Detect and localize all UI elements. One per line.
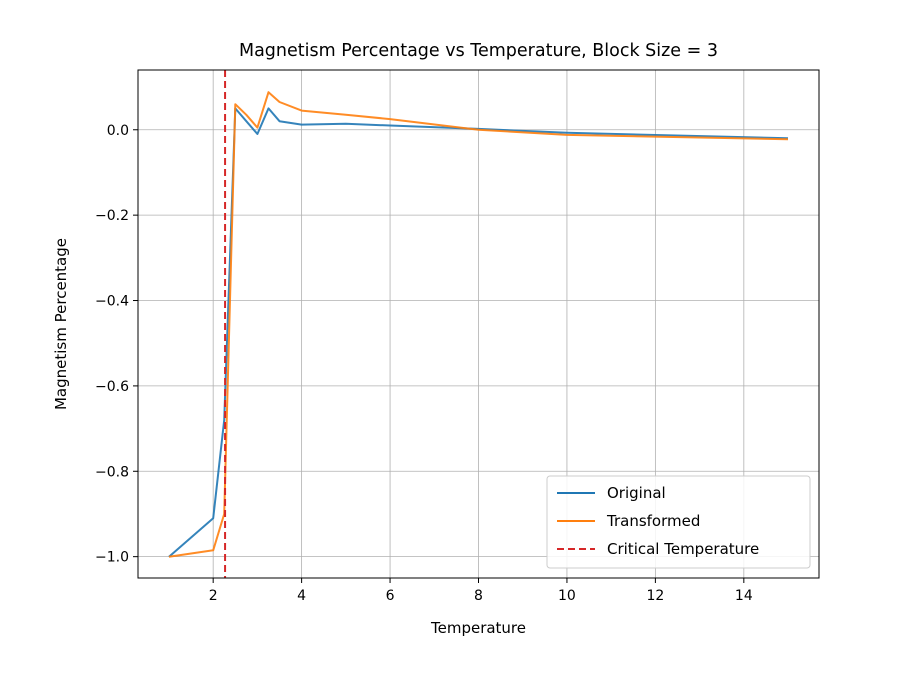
legend-box — [546, 475, 811, 569]
legend-label: Transformed — [606, 512, 700, 530]
x-tick-label: 2 — [209, 588, 218, 604]
x-tick-label: 4 — [297, 588, 306, 604]
legend-label: Critical Temperature — [607, 540, 759, 558]
y-tick-label: 0.0 — [107, 123, 129, 139]
y-tick-label: −1.0 — [95, 550, 129, 566]
x-tick-label: 6 — [386, 588, 395, 604]
series-layer — [168, 70, 789, 578]
legend-label: Original — [607, 484, 666, 502]
x-tick-label: 8 — [474, 588, 483, 604]
x-tick-label: 14 — [735, 588, 753, 604]
x-tick-label: 10 — [558, 588, 576, 604]
ticks: 2 4 6 8 10 12 14 −1.0 −0.8 −0.6 −0.4 −0.2 0.0 — [95, 123, 753, 604]
y-tick-label: −0.2 — [95, 208, 129, 224]
x-axis-label: Temperature — [430, 619, 526, 637]
y-axis-label: Magnetism Percentage — [52, 238, 70, 410]
legend: Original Transformed Critical Temperature — [546, 475, 811, 569]
chart-title: Magnetism Percentage vs Temperature, Blo… — [239, 41, 718, 61]
y-tick-label: −0.8 — [95, 464, 129, 480]
y-tick-label: −0.4 — [95, 294, 129, 310]
y-tick-label: −0.6 — [95, 379, 129, 395]
x-tick-label: 12 — [646, 588, 664, 604]
